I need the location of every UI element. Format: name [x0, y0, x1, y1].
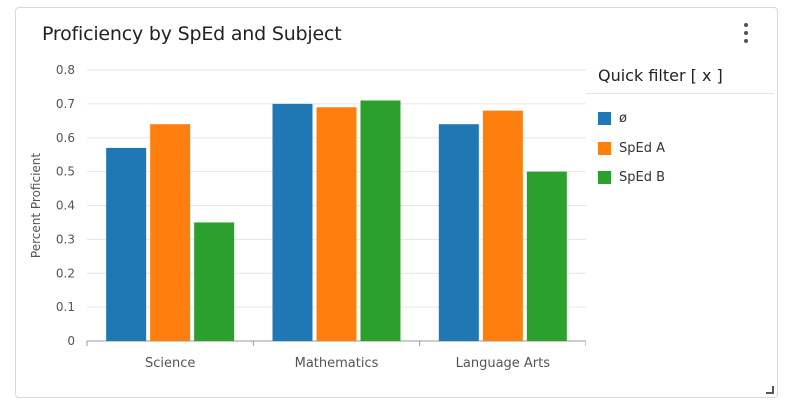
bar — [316, 107, 357, 341]
legend-item[interactable]: SpEd A — [586, 134, 774, 164]
y-tick-label: 0.7 — [56, 97, 75, 111]
legend: ø SpEd A SpEd B — [586, 94, 774, 193]
quick-filter-title[interactable]: Quick filter [ x ] — [586, 62, 774, 94]
y-tick-label: 0.4 — [56, 199, 75, 213]
kebab-dot — [744, 23, 748, 27]
bar — [482, 110, 523, 342]
legend-item[interactable]: ø — [586, 104, 774, 134]
y-tick-label: 0.2 — [56, 266, 75, 280]
bar-chart: 0 0.1 0.2 0.3 0.4 0.5 0.6 0.7 0.8 Percent Profici… — [29, 63, 586, 371]
bar — [360, 100, 401, 341]
x-tick-label: Language Arts — [456, 356, 551, 371]
bar — [106, 147, 147, 341]
bar — [150, 124, 191, 341]
y-tick-label: 0.6 — [56, 131, 75, 145]
quick-filter-panel: Quick filter [ x ] ø SpEd A SpEd B — [586, 62, 774, 193]
bar — [194, 222, 235, 341]
legend-item[interactable]: SpEd B — [586, 163, 774, 193]
bar — [438, 124, 479, 341]
bar — [272, 103, 313, 341]
y-tick-label: 0.8 — [56, 63, 75, 77]
kebab-menu-icon[interactable] — [738, 21, 754, 45]
bar — [526, 171, 567, 341]
x-tick-label: Mathematics — [295, 356, 379, 371]
legend-swatch — [598, 141, 611, 155]
legend-swatch — [598, 171, 611, 185]
legend-label: SpEd B — [619, 170, 666, 186]
legend-swatch — [598, 112, 611, 126]
y-tick-label: 0.1 — [56, 300, 75, 314]
legend-label: SpEd A — [619, 140, 665, 156]
resize-handle-icon[interactable] — [766, 386, 774, 394]
x-tick-label: Science — [145, 356, 195, 371]
kebab-dot — [744, 31, 748, 35]
legend-label: ø — [619, 111, 627, 127]
y-tick-label: 0 — [67, 334, 75, 348]
kebab-dot — [744, 39, 748, 43]
chart-title: Proficiency by SpEd and Subject — [42, 23, 342, 45]
y-tick-label: 0.3 — [56, 232, 75, 246]
y-tick-label: 0.5 — [56, 165, 75, 179]
chart-card: Proficiency by SpEd and Subject 0 0.1 0.2 0… — [15, 7, 778, 398]
y-axis-label: Percent Proficient — [29, 153, 43, 258]
